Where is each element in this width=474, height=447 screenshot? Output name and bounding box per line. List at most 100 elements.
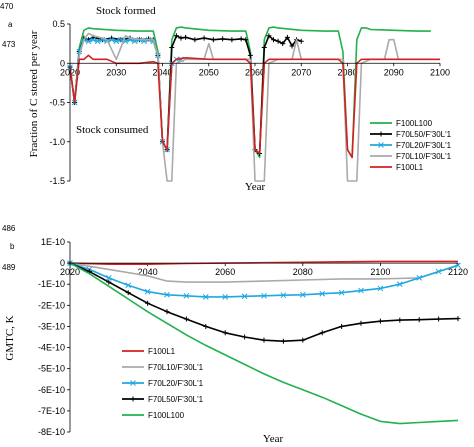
data-point (94, 38, 101, 45)
y-tick-label: -2E-10 (38, 300, 65, 310)
x-axis-label: Year (263, 433, 284, 445)
x-tick-label: 2090 (384, 67, 404, 77)
x-axis-label: Year (245, 181, 266, 193)
y-tick-label: -0.5 (49, 98, 65, 108)
data-point (183, 316, 189, 322)
legend-label: F100L100 (148, 411, 185, 420)
legend: F100L1 F70L10/F'30L'1 F70L20/F'30L'1 F70L50… (122, 347, 204, 420)
data-point (220, 36, 226, 42)
series-line (69, 262, 459, 283)
data-point (280, 338, 286, 344)
data-point (289, 43, 295, 49)
data-point (241, 293, 248, 300)
data-point (300, 337, 306, 343)
x-tick-labels: 2020 2040 2060 2080 2100 2120 (60, 263, 468, 277)
data-point (183, 292, 190, 299)
data-point (113, 38, 120, 45)
x-tick-label: 2060 (245, 67, 265, 77)
data-point (222, 294, 229, 300)
data-point (378, 142, 384, 148)
data-point (319, 290, 326, 297)
data-point (106, 279, 112, 285)
data-point (222, 330, 228, 336)
legend-label: F100L100 (396, 119, 433, 128)
margin-number: 470 (0, 2, 14, 11)
y-tick-label: 0 (60, 258, 65, 268)
data-point (455, 316, 461, 322)
y-tick-label: 0.5 (52, 19, 65, 29)
data-point (261, 337, 267, 343)
data-point (416, 317, 422, 323)
y-tick-label: -3E-10 (38, 321, 65, 331)
y-tick-label: -8E-10 (38, 427, 65, 437)
data-point (298, 38, 304, 44)
series-line (69, 32, 440, 182)
margin-number: 473 (2, 40, 16, 49)
x-tick-label: 2030 (106, 67, 126, 77)
y-tick-label: -4E-10 (38, 343, 65, 353)
data-point (229, 37, 235, 43)
y-axis-label: GMTC, K (4, 315, 16, 360)
data-point (238, 36, 244, 42)
x-tick-label: 2100 (430, 67, 450, 77)
data-point (105, 275, 112, 281)
chart-panel-b: GMTC, K 1E-10 0 -1E-10 -2E-10 -3E-10 -4E-10 -5… (4, 237, 468, 445)
data-point (435, 268, 442, 275)
data-point (130, 396, 136, 402)
data-point (173, 33, 179, 39)
data-point (210, 37, 216, 43)
data-point (203, 323, 209, 329)
x-tick-label: 2050 (199, 67, 219, 77)
data-point (202, 294, 209, 300)
data-point (164, 309, 170, 315)
data-point (261, 45, 267, 51)
y-tick-label: 0 (60, 58, 65, 68)
data-point (319, 330, 325, 336)
series-group (67, 260, 461, 425)
data-point (339, 323, 345, 329)
chart-panel-a: Fraction of C stored per year 0.5 0 -0.5 -1… (28, 5, 452, 193)
data-point (416, 275, 423, 281)
y-tick-labels: 1E-10 0 -1E-10 -2E-10 -3E-10 -4E-10 -5E-10 -6E-… (38, 237, 70, 437)
data-point (90, 36, 96, 43)
data-point (261, 292, 267, 299)
legend-label: F70L20/F'30L'1 (148, 379, 204, 388)
data-point (192, 37, 198, 43)
data-point (108, 36, 115, 43)
series-line (69, 260, 458, 265)
data-point (201, 35, 207, 41)
data-point (125, 290, 131, 296)
y-axis-label: Fraction of C stored per year (28, 30, 40, 157)
data-point (271, 37, 276, 43)
margin-number: 489 (2, 263, 16, 272)
legend-label: F70L20/F'30L'1 (396, 141, 452, 150)
data-point (242, 334, 248, 340)
data-point (144, 288, 151, 295)
x-tick-label: 2080 (293, 267, 313, 277)
legend-label: F100L1 (148, 347, 176, 356)
legend-label: F70L50/F'30L'1 (396, 130, 452, 139)
y-tick-label: -7E-10 (38, 406, 65, 416)
data-point (455, 262, 461, 269)
data-point (358, 320, 364, 326)
legend-label: F70L10/F'30L'1 (396, 152, 452, 161)
data-point (378, 131, 384, 137)
series-line (69, 26, 431, 159)
data-point (397, 317, 403, 323)
y-tick-label: -1E-10 (38, 279, 65, 289)
data-point (396, 281, 403, 288)
data-point (275, 38, 281, 44)
x-tick-label: 2040 (138, 267, 158, 277)
annotation-stock-consumed: Stock consumed (76, 124, 149, 136)
y-tick-label: 1E-10 (41, 237, 65, 247)
y-tick-label: -1.0 (49, 137, 65, 147)
x-tick-label: 2080 (337, 67, 357, 77)
data-point (284, 34, 290, 40)
data-point (338, 289, 345, 296)
data-point (164, 291, 170, 298)
data-point (125, 282, 132, 289)
data-point (377, 285, 384, 292)
legend-label: F70L10/F'30L'1 (148, 363, 204, 372)
data-point (280, 41, 286, 47)
